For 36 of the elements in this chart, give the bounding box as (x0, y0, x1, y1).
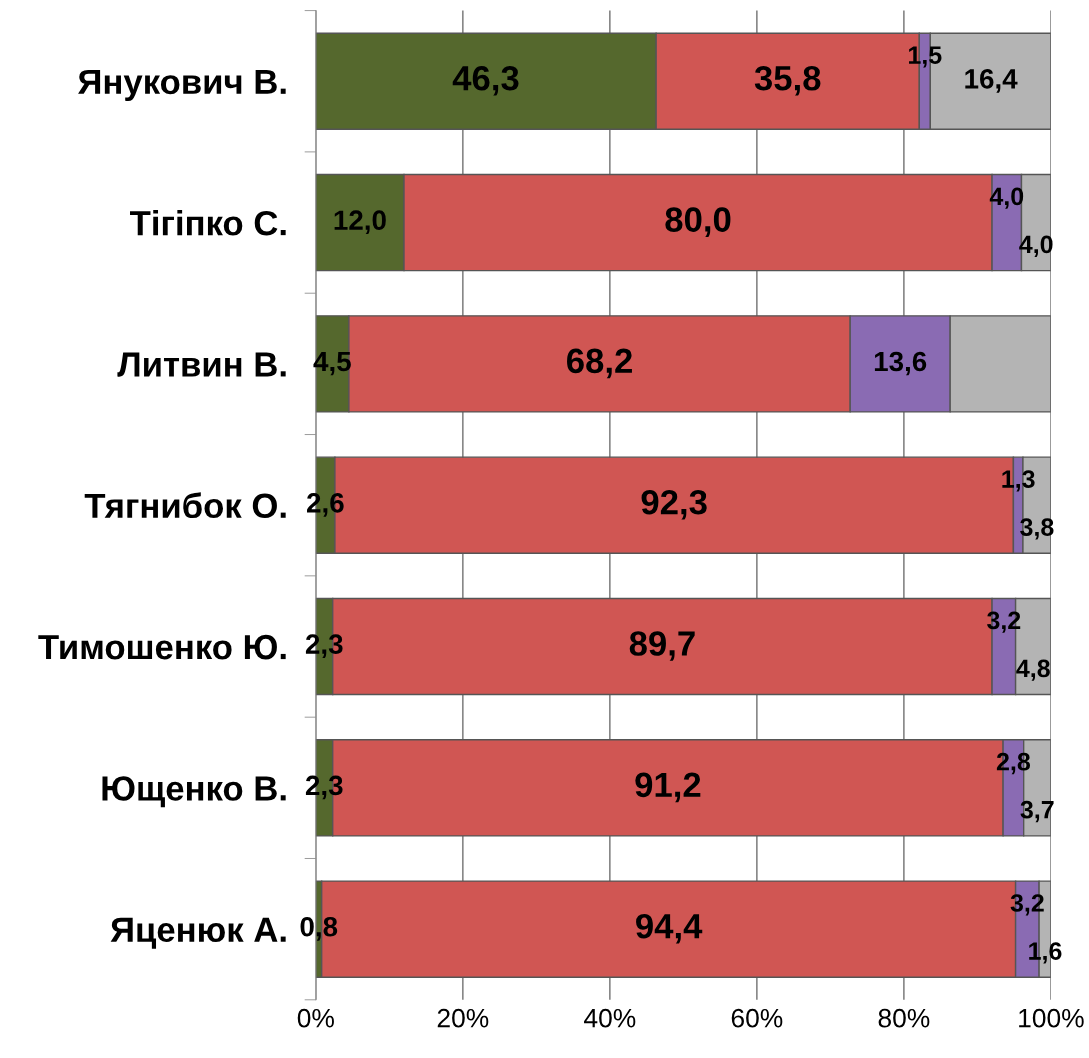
data-label: 13,6 (874, 351, 927, 376)
x-tick-label: 20% (437, 1008, 489, 1028)
data-label: 89,7 (629, 631, 695, 661)
data-label: 1,6 (1029, 942, 1062, 964)
data-label: 35,8 (754, 65, 821, 96)
data-label: 16,4 (965, 69, 1018, 93)
data-label: 68,2 (567, 348, 632, 379)
y-tick-label: Тягнибок О. (84, 492, 286, 519)
y-tick-label: Яценюк А. (110, 917, 286, 949)
data-label: 4,8 (1016, 659, 1050, 681)
data-label: 3,8 (1020, 518, 1054, 540)
x-tick-label: 40% (584, 1008, 636, 1028)
data-label: 1,5 (909, 46, 942, 68)
data-label: 0,8 (300, 916, 338, 941)
data-label: 92,3 (641, 489, 707, 520)
data-label: 12,0 (334, 210, 386, 235)
y-tick-label: Ющенко В. (102, 776, 286, 808)
y-tick-label: Тігіпко С. (130, 209, 286, 236)
data-label: 94,4 (636, 913, 703, 944)
data-label: 80,0 (665, 207, 731, 237)
x-tick-label: 60% (731, 1008, 783, 1028)
data-label: 3,2 (1010, 894, 1044, 916)
y-tick-label: Литвин В. (117, 352, 286, 377)
x-tick-label: 0% (297, 1008, 334, 1028)
data-label: 4,0 (989, 187, 1024, 209)
data-label: 91,2 (635, 772, 701, 803)
data-label: 46,3 (452, 65, 519, 96)
data-label: 3,2 (987, 611, 1021, 633)
x-tick-label: 100% (1019, 1008, 1084, 1028)
data-label: 3,7 (1020, 800, 1054, 823)
y-tick-label: Янукович В. (78, 69, 286, 102)
data-label: 4,0 (1019, 235, 1053, 257)
y-tick-label: Тимошенко Ю. (38, 634, 286, 660)
data-label: 1,3 (1002, 470, 1035, 492)
x-tick-label: 80% (878, 1008, 930, 1028)
data-label: 2,8 (996, 752, 1031, 775)
